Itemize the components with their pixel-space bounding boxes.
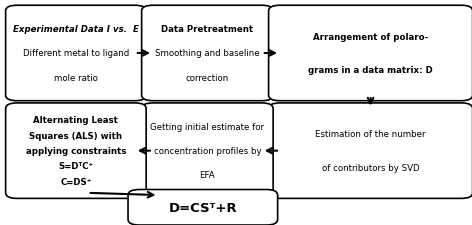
FancyBboxPatch shape — [6, 6, 146, 101]
Text: C=DS⁺: C=DS⁺ — [60, 177, 92, 186]
FancyBboxPatch shape — [142, 6, 273, 101]
Text: EFA: EFA — [200, 171, 215, 180]
FancyBboxPatch shape — [6, 104, 146, 198]
Text: Data Pretreatment: Data Pretreatment — [161, 25, 253, 34]
FancyBboxPatch shape — [142, 104, 273, 198]
FancyBboxPatch shape — [269, 6, 472, 101]
Text: mole ratio: mole ratio — [54, 73, 98, 82]
Text: S=DᵀC⁺: S=DᵀC⁺ — [59, 162, 93, 171]
Text: Different metal to ligand: Different metal to ligand — [23, 49, 129, 58]
Text: Alternating Least: Alternating Least — [34, 116, 118, 125]
Text: Arrangement of polaro-: Arrangement of polaro- — [313, 32, 428, 41]
Text: Smoothing and baseline: Smoothing and baseline — [155, 49, 260, 58]
Text: D=CSᵀ+R: D=CSᵀ+R — [169, 201, 237, 214]
Text: applying constraints: applying constraints — [25, 146, 126, 155]
Text: of contributors by SVD: of contributors by SVD — [322, 163, 420, 172]
FancyBboxPatch shape — [269, 104, 472, 198]
Text: Estimation of the number: Estimation of the number — [315, 130, 426, 139]
FancyBboxPatch shape — [128, 190, 278, 225]
Text: Getting initial estimate for: Getting initial estimate for — [151, 122, 264, 131]
Text: grams in a data matrix: D: grams in a data matrix: D — [308, 66, 433, 75]
Text: concentration profiles by: concentration profiles by — [153, 146, 261, 155]
Text: correction: correction — [186, 73, 229, 82]
Text: Experimental Data I vs.  E: Experimental Data I vs. E — [13, 25, 139, 34]
Text: Squares (ALS) with: Squares (ALS) with — [29, 131, 122, 140]
